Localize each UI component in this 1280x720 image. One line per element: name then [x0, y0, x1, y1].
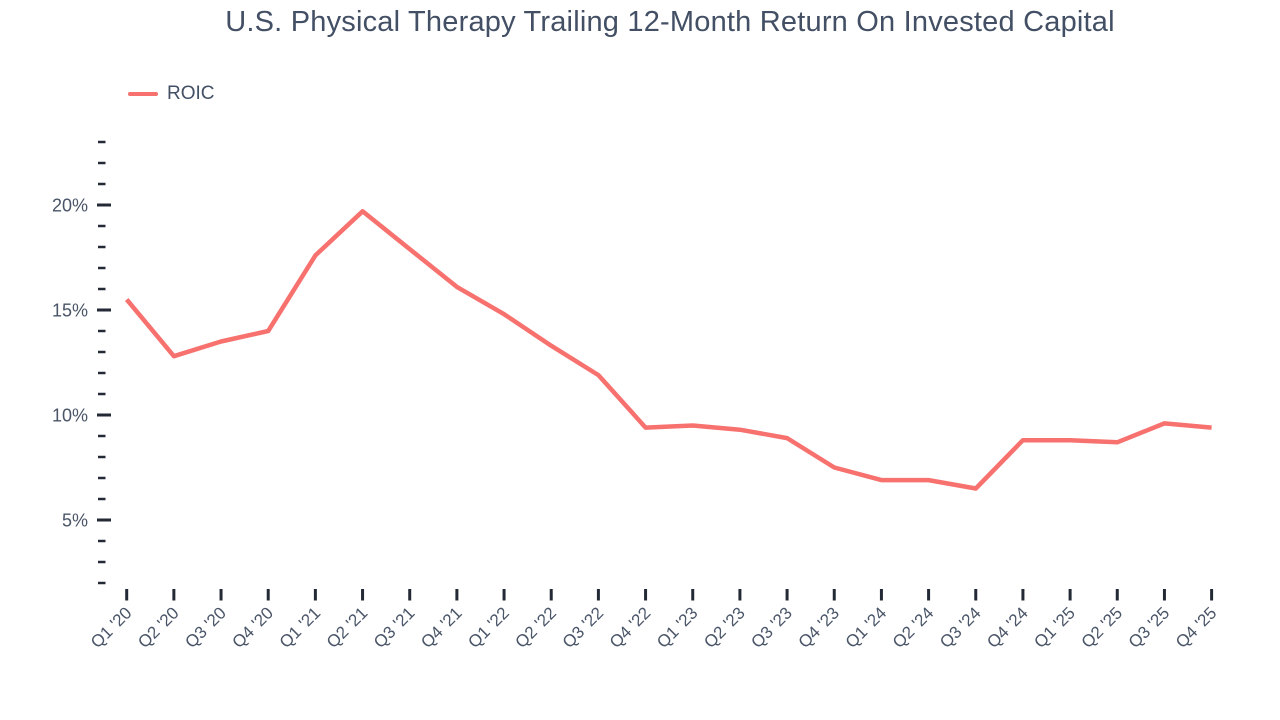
x-axis-label: Q4 '24	[983, 603, 1031, 651]
x-axis-label: Q3 '24	[936, 603, 984, 651]
x-axis-label: Q2 '23	[700, 603, 748, 651]
x-axis-label: Q4 '20	[229, 603, 277, 651]
x-axis-label: Q3 '23	[747, 603, 795, 651]
x-axis-label: Q2 '20	[134, 603, 182, 651]
x-axis-label: Q4 '21	[417, 603, 465, 651]
y-axis-label: 5%	[62, 511, 88, 531]
x-axis-label: Q1 '23	[653, 603, 701, 651]
x-axis-label: Q3 '20	[181, 603, 229, 651]
roic-line-series	[124, 209, 1212, 491]
x-axis-label: Q3 '25	[1125, 603, 1173, 651]
y-axis: 5% 10% 15% 20%	[52, 140, 111, 585]
legend-line-swatch	[128, 91, 158, 97]
x-axis-label: Q4 '25	[1172, 603, 1220, 651]
legend-label: ROIC	[167, 83, 215, 104]
x-axis-label: Q1 '25	[1030, 603, 1078, 651]
x-axis-label: Q3 '22	[559, 603, 607, 651]
y-axis-label: 10%	[52, 406, 88, 426]
y-axis-label: 15%	[52, 301, 88, 321]
x-axis-label: Q3 '21	[370, 603, 418, 651]
x-axis-label: Q2 '22	[512, 603, 560, 651]
legend[interactable]: ROIC	[128, 83, 215, 105]
x-axis-label: Q1 '20	[87, 603, 135, 651]
x-axis-label: Q2 '24	[889, 603, 937, 651]
chart-title: U.S. Physical Therapy Trailing 12-Month …	[225, 6, 1115, 38]
x-axis-label: Q1 '22	[464, 603, 512, 651]
x-axis-label: Q2 '25	[1078, 603, 1126, 651]
x-axis-label: Q2 '21	[323, 603, 371, 651]
x-axis-label: Q1 '21	[276, 603, 324, 651]
x-axis-label: Q4 '23	[795, 603, 843, 651]
x-axis-label: Q1 '24	[842, 603, 890, 651]
x-axis-label: Q4 '22	[606, 603, 654, 651]
y-axis-label: 20%	[52, 196, 88, 216]
